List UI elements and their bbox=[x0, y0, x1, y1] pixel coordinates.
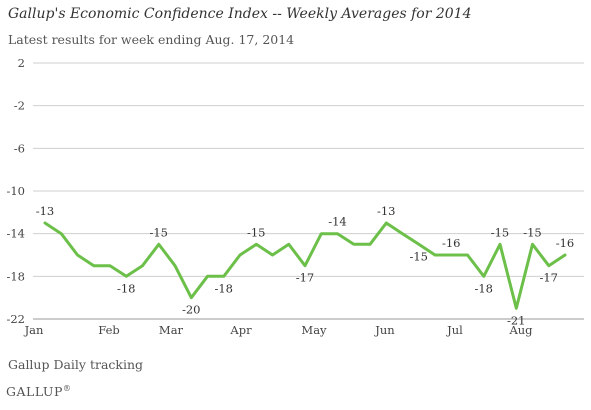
data-label: -18 bbox=[474, 281, 493, 295]
data-label: -18 bbox=[214, 281, 233, 295]
data-point bbox=[352, 243, 355, 246]
x-tick-label: Jul bbox=[446, 323, 463, 337]
data-label: -15 bbox=[523, 225, 542, 239]
data-point bbox=[336, 232, 339, 235]
y-tick-label: -18 bbox=[6, 269, 25, 283]
data-label: -15 bbox=[149, 225, 168, 239]
data-point bbox=[515, 307, 518, 310]
data-label: -14 bbox=[328, 215, 347, 229]
data-label: -13 bbox=[36, 204, 55, 218]
data-point bbox=[174, 264, 177, 267]
data-point bbox=[271, 254, 274, 257]
data-label: -16 bbox=[442, 236, 461, 250]
data-label: -15 bbox=[409, 249, 428, 263]
data-point bbox=[320, 232, 323, 235]
data-label: -20 bbox=[182, 303, 201, 317]
y-tick-label: -14 bbox=[6, 227, 25, 241]
x-tick-label: Jan bbox=[24, 323, 44, 337]
data-label: -17 bbox=[296, 271, 315, 285]
data-point bbox=[190, 296, 193, 299]
y-tick-label: -2 bbox=[14, 99, 25, 113]
brand-text: GALLUP bbox=[6, 384, 63, 400]
data-label: -18 bbox=[117, 281, 136, 295]
x-tick-label: Apr bbox=[229, 323, 252, 337]
data-label: -17 bbox=[539, 271, 558, 285]
data-point bbox=[304, 264, 307, 267]
y-tick-label: -10 bbox=[6, 184, 25, 198]
data-label: -16 bbox=[556, 236, 575, 250]
data-point bbox=[255, 243, 258, 246]
data-point bbox=[385, 222, 388, 225]
data-point bbox=[417, 243, 420, 246]
series-line bbox=[43, 221, 567, 310]
x-tick-label: May bbox=[301, 323, 327, 337]
data-point bbox=[499, 243, 502, 246]
data-label: -15 bbox=[491, 225, 510, 239]
gallup-logo: GALLUP® bbox=[6, 384, 71, 399]
source-note: Gallup Daily tracking bbox=[8, 357, 144, 372]
chart-subtitle: Latest results for week ending Aug. 17, … bbox=[8, 32, 295, 47]
registered-mark: ® bbox=[62, 384, 72, 393]
data-point bbox=[287, 243, 290, 246]
data-point bbox=[450, 254, 453, 257]
data-point bbox=[157, 243, 160, 246]
x-tick-label: Feb bbox=[98, 323, 120, 337]
y-tick-label: 2 bbox=[18, 56, 25, 70]
data-point bbox=[482, 275, 485, 278]
data-label: -13 bbox=[377, 204, 396, 218]
data-point bbox=[206, 275, 209, 278]
data-point bbox=[239, 254, 242, 257]
data-point bbox=[125, 275, 128, 278]
y-tick-label: -22 bbox=[6, 312, 25, 326]
y-tick-label: -6 bbox=[14, 141, 25, 155]
data-point bbox=[434, 254, 437, 257]
data-point bbox=[44, 222, 47, 225]
data-point bbox=[401, 232, 404, 235]
data-point bbox=[547, 264, 550, 267]
x-tick-label: Aug bbox=[508, 323, 533, 337]
x-tick-label: Jun bbox=[374, 323, 395, 337]
data-point bbox=[222, 275, 225, 278]
data-label: -15 bbox=[247, 225, 266, 239]
data-point bbox=[141, 264, 144, 267]
data-point bbox=[60, 232, 63, 235]
chart-title: Gallup's Economic Confidence Index -- We… bbox=[8, 6, 472, 22]
data-point bbox=[531, 243, 534, 246]
data-point bbox=[76, 254, 79, 257]
data-label: -21 bbox=[507, 313, 526, 327]
data-point bbox=[466, 254, 469, 257]
data-point bbox=[92, 264, 95, 267]
data-point bbox=[564, 254, 567, 257]
x-tick-label: Mar bbox=[159, 323, 184, 337]
data-point bbox=[109, 264, 112, 267]
data-point bbox=[369, 243, 372, 246]
